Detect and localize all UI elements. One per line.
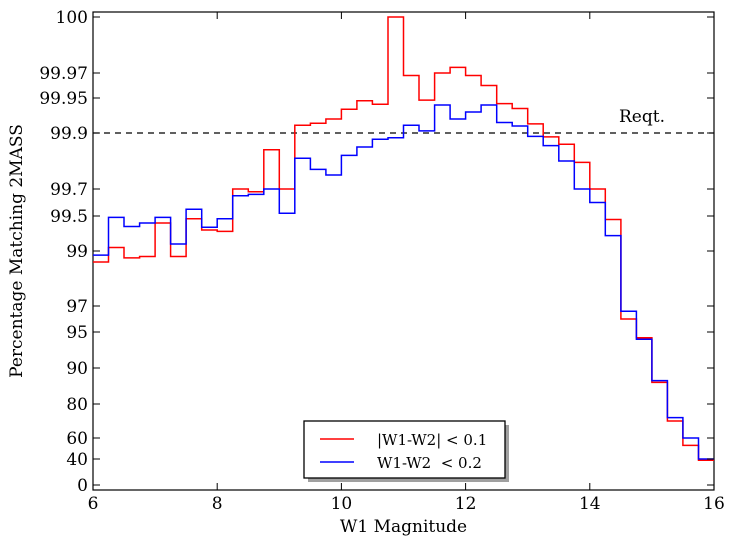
x-axis-title: W1 Magnitude — [340, 517, 467, 537]
series-line-2 — [93, 104, 714, 460]
y-tick-label: 99 — [66, 242, 88, 262]
y-tick-label: 99.95 — [39, 89, 88, 109]
y-tick-label: 0 — [77, 476, 88, 496]
y-tick-label: 90 — [66, 359, 88, 379]
plot-layer — [92, 11, 715, 491]
y-tick-label: 40 — [66, 450, 88, 470]
reqt-label: Reqt. — [619, 107, 665, 127]
y-tick-label: 97 — [66, 297, 88, 317]
x-tick-label: 16 — [703, 494, 725, 514]
legend-label-series-2: W1-W2 < 0.2 — [377, 454, 482, 472]
y-tick-label: 100 — [56, 8, 88, 28]
x-tick-label: 10 — [331, 494, 353, 514]
x-tick-label: 14 — [579, 494, 601, 514]
legend-box — [303, 420, 506, 479]
legend: |W1-W2| < 0.1 W1-W2 < 0.2 — [303, 420, 509, 482]
y-tick-label: 99.97 — [39, 64, 88, 84]
y-tick-label: 60 — [66, 429, 88, 449]
y-tick-label: 99.7 — [50, 180, 88, 200]
legend-label-series-1: |W1-W2| < 0.1 — [377, 431, 487, 449]
x-tick-label: 6 — [88, 494, 99, 514]
y-axis-title: Percentage Matching 2MASS — [7, 124, 27, 378]
x-tick-label: 12 — [455, 494, 477, 514]
y-tick-label: 99.9 — [50, 124, 88, 144]
y-tick-label: 99.5 — [50, 207, 88, 227]
y-tick-label: 95 — [66, 323, 88, 343]
x-tick-label: 8 — [212, 494, 223, 514]
y-tick-label: 80 — [66, 395, 88, 415]
